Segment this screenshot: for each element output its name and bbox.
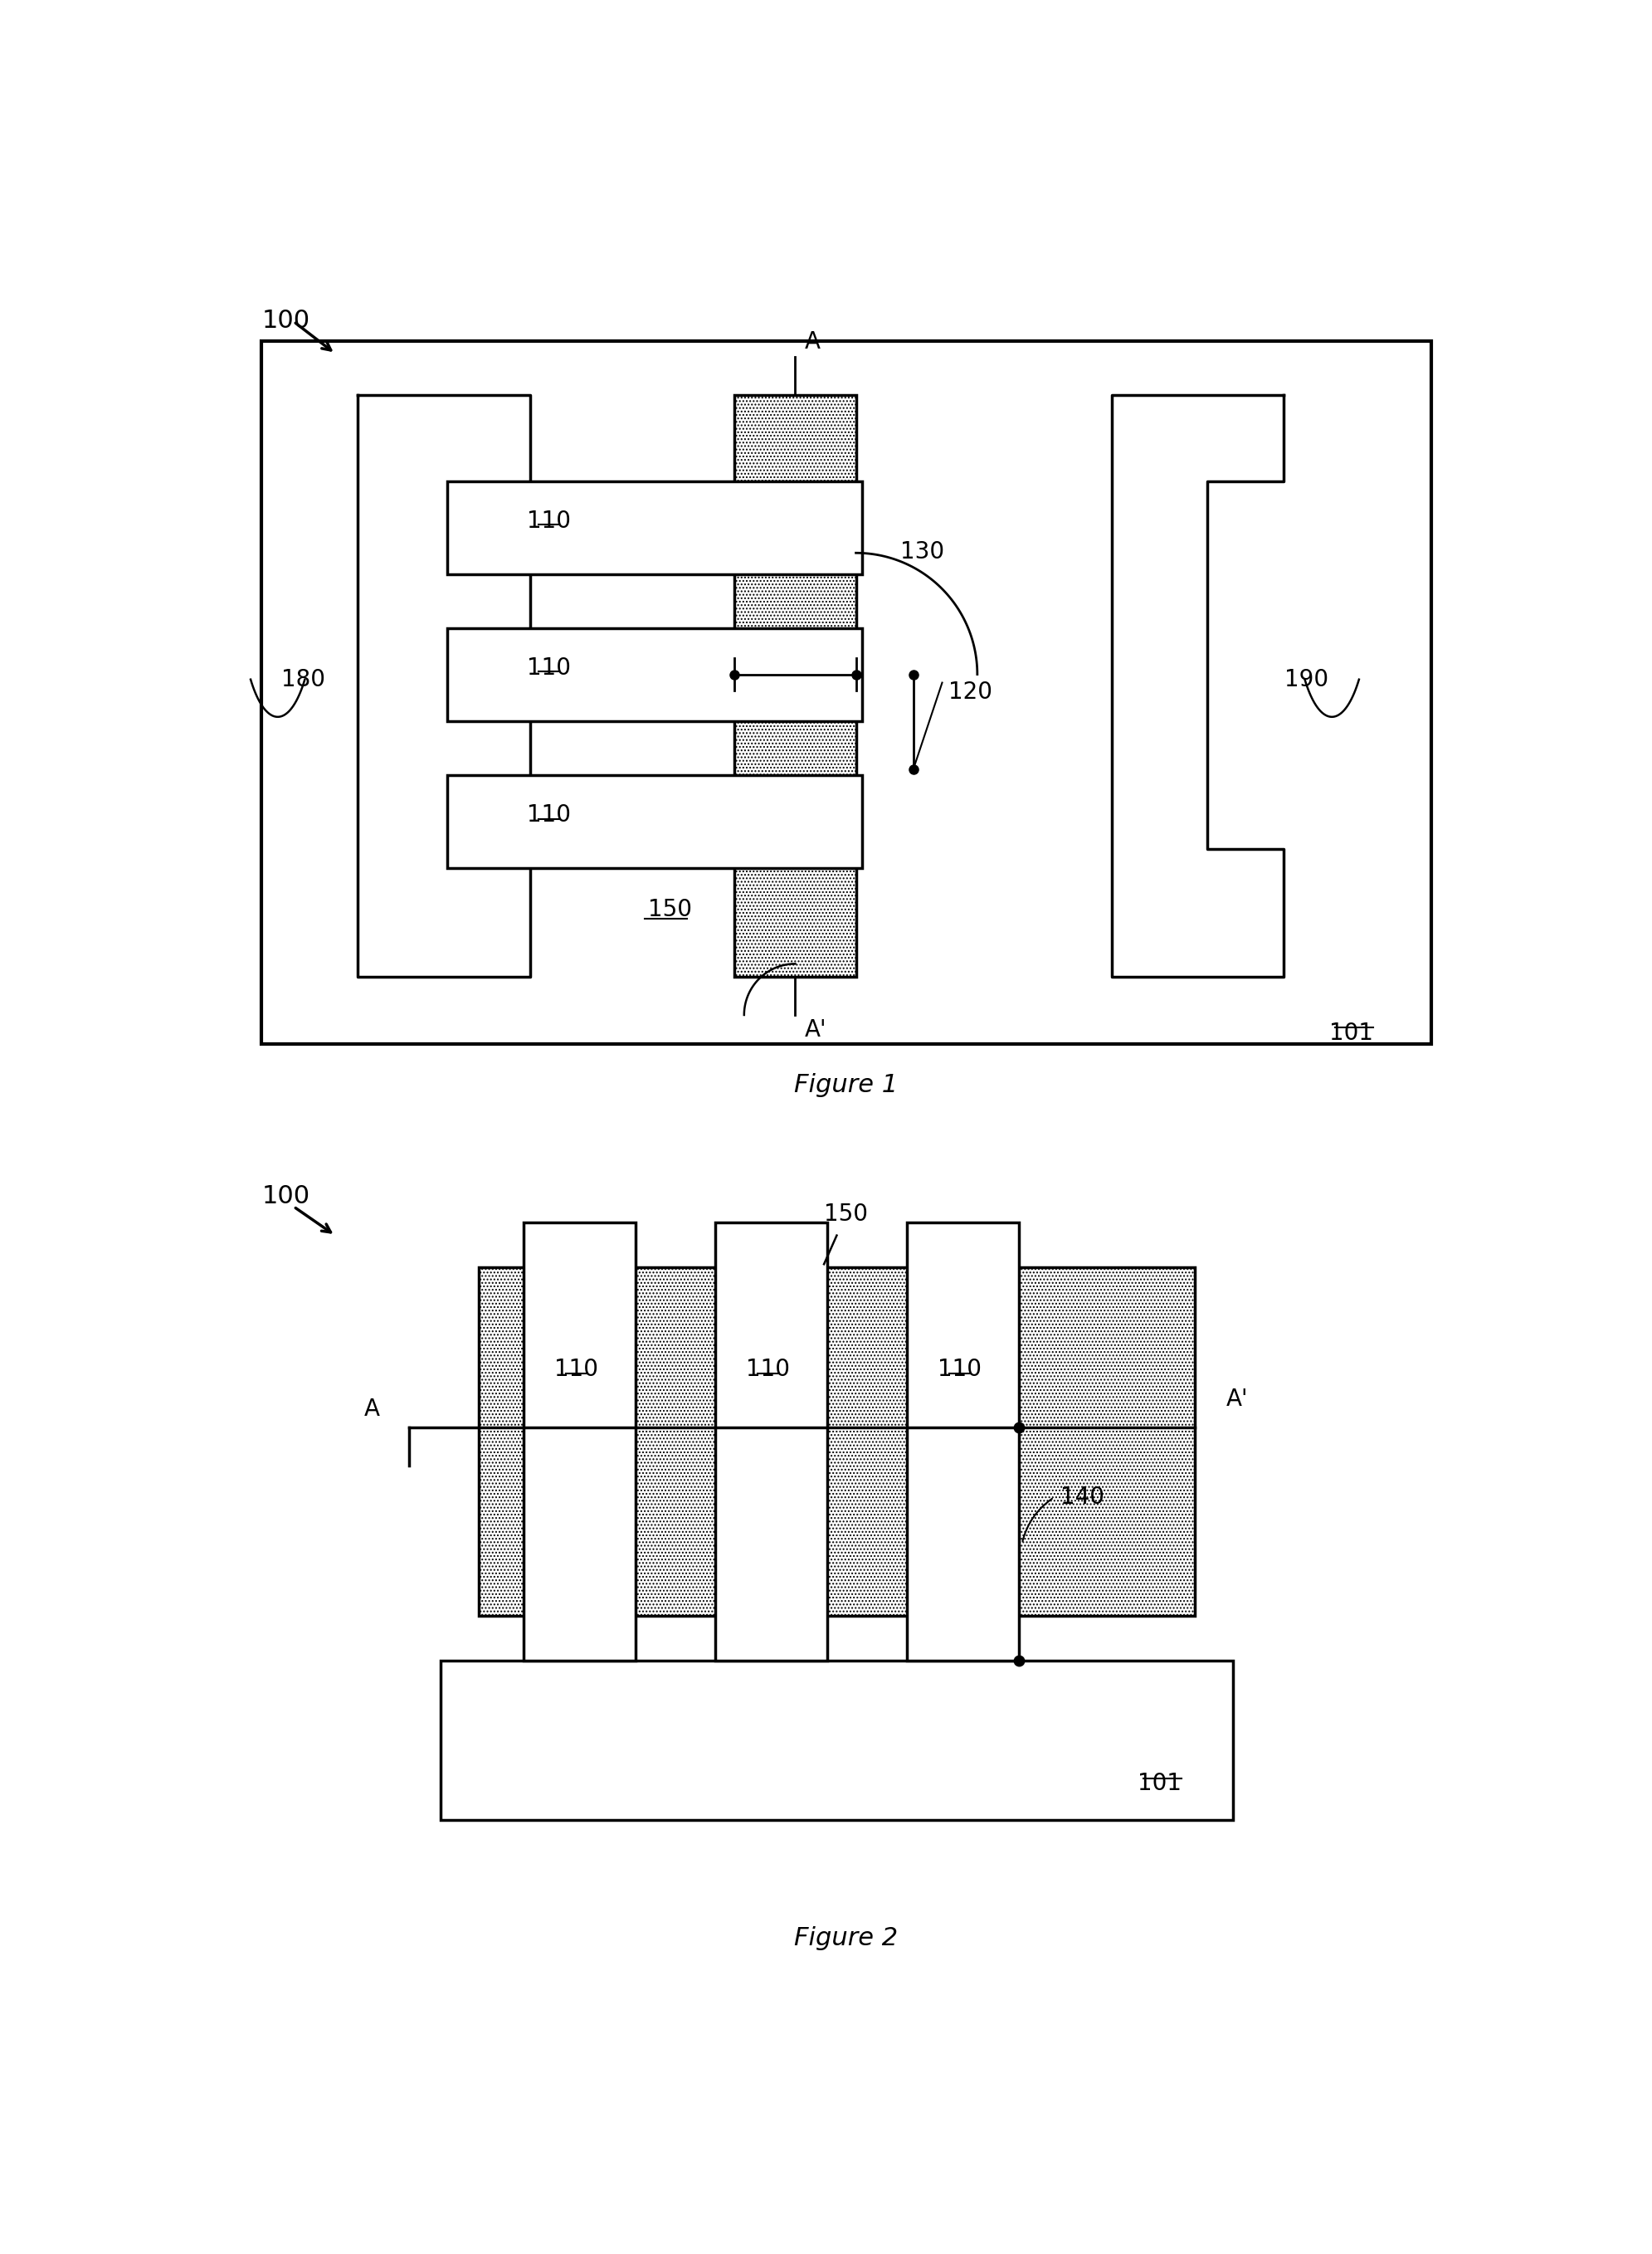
- Bar: [441, 1661, 1232, 1819]
- Bar: [448, 482, 862, 575]
- Bar: [261, 340, 1431, 1044]
- Text: A: A: [363, 1397, 380, 1420]
- Text: A': A': [1226, 1388, 1249, 1411]
- Text: 110: 110: [527, 656, 572, 678]
- Bar: [448, 775, 862, 868]
- Text: 150: 150: [648, 897, 692, 922]
- Text: 110: 110: [527, 509, 572, 532]
- Bar: [735, 394, 856, 976]
- Text: 120: 120: [948, 681, 993, 703]
- Bar: [715, 1222, 828, 1661]
- Text: 110: 110: [527, 802, 572, 827]
- Text: 110: 110: [553, 1357, 598, 1382]
- Bar: [448, 629, 862, 721]
- Text: 130: 130: [900, 541, 945, 564]
- Text: 100: 100: [261, 309, 311, 334]
- Bar: [479, 1267, 1194, 1616]
- Polygon shape: [1112, 394, 1284, 976]
- Text: 110: 110: [745, 1357, 790, 1382]
- Bar: [524, 1222, 636, 1661]
- Text: 101: 101: [1138, 1772, 1181, 1796]
- Text: A: A: [805, 331, 821, 354]
- Text: 180: 180: [281, 667, 325, 692]
- Text: A': A': [805, 1019, 826, 1041]
- Polygon shape: [357, 394, 530, 976]
- Text: 101: 101: [1330, 1021, 1373, 1044]
- Text: 150: 150: [824, 1204, 867, 1226]
- Text: 110: 110: [937, 1357, 981, 1382]
- Text: 190: 190: [1285, 667, 1328, 692]
- Text: Figure 1: Figure 1: [795, 1073, 899, 1098]
- Text: 140: 140: [1061, 1485, 1104, 1508]
- Text: 100: 100: [261, 1183, 311, 1208]
- Text: Figure 2: Figure 2: [795, 1927, 899, 1950]
- Bar: [907, 1222, 1019, 1661]
